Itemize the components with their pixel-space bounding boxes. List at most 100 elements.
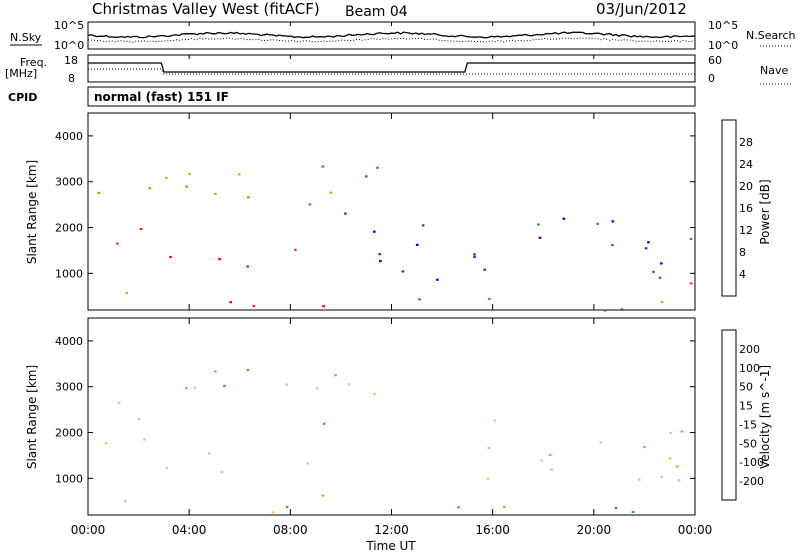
- x-tick-label: 12:00: [374, 523, 409, 537]
- heatmap-cell: [647, 241, 650, 244]
- heatmap-cell: [169, 255, 172, 259]
- nave-line: [88, 68, 695, 75]
- heatmap-cell: [487, 446, 491, 450]
- nsearch-tick-bottom: 10^0: [708, 39, 738, 52]
- heatmap-cell: [321, 165, 325, 168]
- heatmap-cell: [322, 305, 325, 308]
- colorbar-tick-label: -15: [739, 418, 757, 431]
- heatmap-cell: [538, 236, 542, 239]
- heatmap-cell: [116, 242, 119, 245]
- heatmap-cell: [329, 191, 333, 194]
- nsky-label: N.Sky: [10, 31, 42, 44]
- heatmap-cell: [658, 276, 662, 279]
- heatmap-cell: [620, 308, 624, 311]
- time-axis-ticks: 00:00 04:00 08:00 12:00 16:00 20:00 00:00: [71, 22, 713, 537]
- y-tick-label: 4000: [55, 130, 83, 143]
- heatmap-cell: [321, 494, 325, 497]
- heatmap-cell: [611, 244, 614, 247]
- heatmap-cell: [208, 452, 211, 455]
- time-axis-label: Time UT: [365, 539, 416, 553]
- y-tick-label: 3000: [55, 176, 83, 189]
- heatmap-cell: [668, 457, 672, 460]
- x-tick-label: 00:00: [678, 523, 713, 537]
- colorbar-tick-label: 12: [739, 224, 753, 237]
- heatmap-cell: [378, 253, 381, 256]
- power-colorbar: 4 8 12 16 20 24 28: [721, 119, 753, 297]
- heatmap-cell: [644, 247, 648, 250]
- heatmap-cell: [457, 506, 460, 509]
- cpid-text: normal (fast) 151 IF: [94, 90, 229, 104]
- freq-label: Freq.: [20, 56, 47, 69]
- heatmap-cell: [373, 393, 376, 396]
- colorbar-tick-label: -50: [739, 437, 757, 450]
- x-tick-label: 04:00: [172, 523, 207, 537]
- heatmap-cell: [143, 438, 146, 441]
- heatmap-cell: [322, 422, 326, 425]
- cpid-panel-frame: [87, 86, 696, 107]
- heatmap-cell: [436, 278, 439, 281]
- heatmap-cell: [214, 192, 217, 195]
- nave-label: Nave: [760, 64, 788, 77]
- colorbar-frame: [721, 119, 737, 297]
- heatmap-cell: [473, 255, 476, 259]
- nave-tick-bottom: 0: [708, 72, 715, 85]
- heatmap-cell: [599, 441, 603, 444]
- heatmap-cell: [488, 297, 491, 300]
- nsky-tick-bottom: 10^0: [54, 39, 84, 52]
- power-yticks: 1000 2000 3000 4000: [55, 130, 695, 280]
- nsky-line: [87, 31, 696, 39]
- heatmap-cell: [660, 262, 663, 265]
- colorbar-tick-label: 50: [739, 381, 753, 394]
- heatmap-cell: [285, 506, 289, 509]
- heatmap-cell: [148, 187, 152, 190]
- x-tick-label: 20:00: [577, 523, 612, 537]
- y-tick-label: 3000: [55, 381, 83, 394]
- power-colorbar-label: Power [dB]: [758, 179, 772, 244]
- power-panel-frame: [87, 112, 696, 311]
- heatmap-cell: [139, 227, 143, 231]
- heatmap-cell: [334, 374, 337, 377]
- cpid-label: CPID: [8, 91, 37, 104]
- colorbar-tick-label: 16: [739, 202, 753, 215]
- colorbar-tick-label: 8: [739, 246, 746, 259]
- colorbar-tick-label: 100: [739, 362, 760, 375]
- velocity-panel-frame: [87, 317, 696, 516]
- heatmap-cell: [247, 196, 250, 199]
- heatmap-cell: [643, 445, 646, 449]
- heatmap-cell: [379, 260, 382, 263]
- freq-panel-frame: [87, 54, 696, 83]
- nsearch-label: N.Search: [746, 29, 796, 42]
- heatmap-cell: [537, 223, 540, 226]
- heatmap-cell: [344, 212, 347, 215]
- x-tick-label: 00:00: [71, 523, 106, 537]
- heatmap-cell: [562, 217, 566, 220]
- heatmap-cell: [294, 248, 297, 251]
- heatmap-cell: [125, 291, 129, 295]
- colorbar-frame: [721, 329, 737, 501]
- colorbar-tick-label: 20: [739, 180, 753, 193]
- heatmap-cell: [218, 258, 221, 261]
- colorbar-tick-label: 28: [739, 136, 753, 149]
- y-tick-label: 2000: [55, 222, 83, 235]
- heatmap-cell: [611, 220, 615, 223]
- heatmap-cell: [185, 387, 188, 390]
- heatmap-cell: [229, 301, 232, 304]
- heatmap-cell: [415, 243, 419, 246]
- heatmap-cell: [631, 510, 635, 514]
- heatmap-cell: [365, 175, 368, 178]
- heatmap-cell: [252, 304, 256, 308]
- heatmap-cell: [652, 270, 655, 273]
- heatmap-cell: [418, 298, 421, 301]
- nsky-tick-top: 10^5: [54, 19, 84, 32]
- heatmap-cell: [614, 506, 618, 509]
- colorbar-tick-label: 24: [739, 158, 753, 171]
- heatmap-cell: [220, 471, 224, 474]
- colorbar-tick-label: -100: [739, 456, 764, 469]
- velocity-colorbar: -200 -100 -50 -15 15 50 100 200: [721, 329, 764, 501]
- heatmap-cell: [676, 465, 679, 468]
- heatmap-cell: [373, 230, 376, 233]
- heatmap-cell: [137, 418, 141, 421]
- heatmap-cell: [347, 383, 351, 386]
- heatmap-cell: [376, 166, 379, 169]
